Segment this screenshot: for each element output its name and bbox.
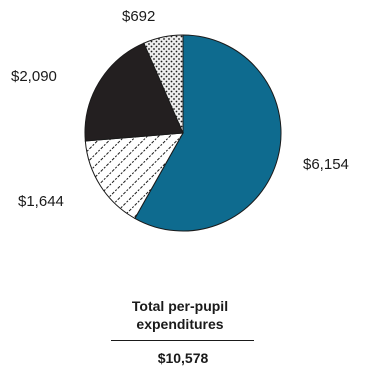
- pie-slice-1: [84, 132, 184, 220]
- pie-slice-0: [134, 34, 282, 232]
- pie-slice-2: [84, 42, 184, 142]
- pie-slices: [84, 34, 282, 232]
- slice-label-2: $2,090: [11, 68, 57, 85]
- pie-labels: $6,154 $1,644 $2,090 $692: [11, 8, 349, 210]
- total-divider: [111, 340, 254, 341]
- pie-slice-3: [143, 34, 184, 134]
- slice-label-0: $6,154: [303, 156, 349, 173]
- total-value: $10,578: [157, 350, 209, 366]
- slice-label-1: $1,644: [18, 193, 64, 210]
- total-title: Total per-pupil expenditures: [131, 298, 229, 332]
- slice-label-3: $692: [122, 8, 155, 25]
